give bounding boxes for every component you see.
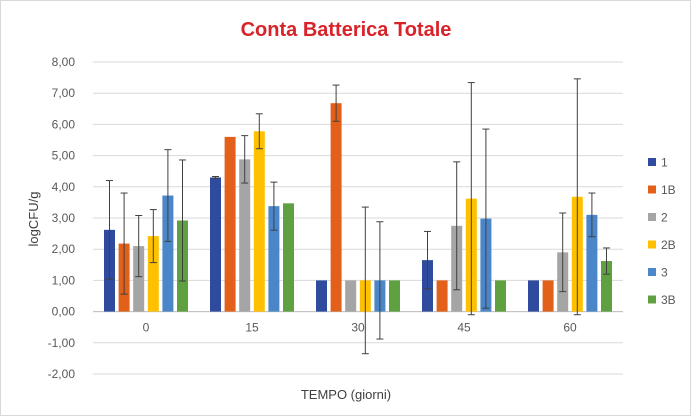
y-tick-label: -2,00: [48, 367, 76, 381]
y-tick-label: 3,00: [52, 211, 76, 225]
x-tick-label: 0: [143, 321, 150, 335]
bar-2-0: [133, 246, 145, 312]
x-tick-label: 60: [563, 321, 577, 335]
legend-label-3: 3: [661, 266, 668, 280]
y-axis-title: logCFU/g: [26, 192, 41, 247]
legend-swatch-1: [648, 158, 656, 166]
bar-3-60: [586, 214, 598, 312]
legend-swatch-3: [648, 268, 656, 276]
x-tick-label: 45: [457, 321, 471, 335]
legend-swatch-2B: [648, 240, 656, 249]
legend-swatch-3B: [648, 295, 656, 304]
bar-3B-45: [495, 280, 506, 312]
legend-label-2: 2: [661, 211, 668, 225]
legend-swatch-1B: [648, 185, 656, 194]
bar-3B-15: [283, 203, 294, 312]
bar-1-60: [528, 280, 539, 312]
bar-3B-60: [601, 261, 612, 312]
bar-2-30: [345, 280, 357, 312]
chart-title: Conta Batterica Totale: [241, 19, 452, 41]
y-tick-label: 2,00: [52, 242, 76, 256]
bar-2B-0: [147, 236, 159, 312]
bar-1-30: [316, 280, 327, 312]
legend-label-3B: 3B: [661, 293, 676, 307]
y-tick-label: -1,00: [48, 336, 76, 350]
y-tick-label: 1,00: [52, 273, 76, 287]
y-tick-label: 0,00: [52, 305, 76, 319]
bar-3-15: [268, 206, 280, 312]
x-tick-label: 30: [351, 321, 365, 335]
y-tick-label: 7,00: [52, 86, 76, 100]
y-tick-label: 6,00: [52, 117, 76, 131]
bar-1-15: [210, 177, 221, 312]
y-tick-label: 5,00: [52, 149, 76, 163]
x-tick-label: 15: [245, 321, 259, 335]
legend-label-1: 1: [661, 156, 668, 170]
legend-label-1B: 1B: [661, 183, 676, 197]
bar-2B-15: [253, 131, 265, 312]
legend-label-2B: 2B: [661, 238, 676, 252]
y-tick-label: 8,00: [52, 55, 76, 69]
bar-3-0: [162, 195, 174, 312]
bar-1B-45: [436, 280, 448, 312]
bar-1B-30: [330, 103, 342, 312]
legend-swatch-2: [648, 213, 656, 221]
bar-1B-60: [542, 280, 554, 312]
x-axis-title: TEMPO (giorni): [301, 387, 391, 402]
bar-3B-30: [389, 280, 400, 312]
y-tick-label: 4,00: [52, 180, 76, 194]
bar-2-15: [239, 159, 251, 312]
bar-1B-15: [224, 136, 236, 312]
